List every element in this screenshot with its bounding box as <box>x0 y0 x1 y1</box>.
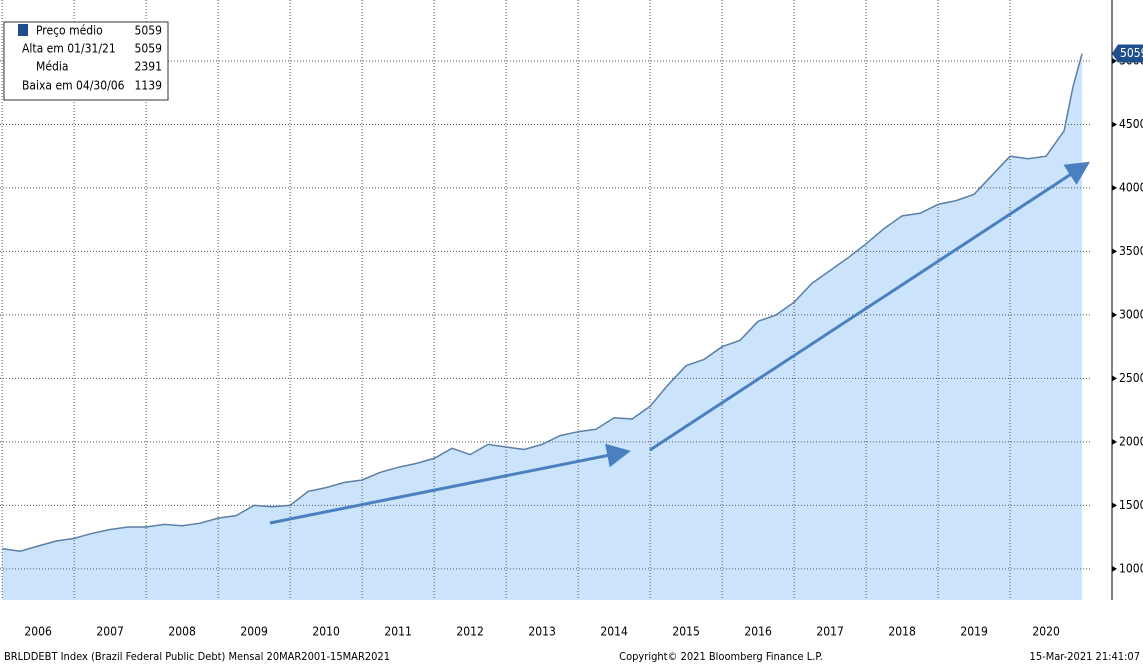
last-value-label: 5059 <box>1120 46 1143 60</box>
y-tick-label: 4500 <box>1119 117 1143 131</box>
y-tick-label: 3000 <box>1119 307 1143 321</box>
legend-value: 5059 <box>135 42 163 56</box>
y-tick-label: 3500 <box>1119 244 1143 258</box>
y-tick-label: 1500 <box>1119 498 1143 512</box>
plot-area: 1000150020002500300035004000450050002006… <box>0 0 1143 639</box>
x-tick-label: 2018 <box>888 625 916 639</box>
legend-swatch <box>18 24 28 36</box>
legend-label: Preço médio <box>36 24 103 38</box>
x-tick-label: 2012 <box>456 625 483 639</box>
last-value-box <box>1112 44 1143 63</box>
trend-arrow <box>649 161 1091 452</box>
legend-value: 1139 <box>135 79 163 93</box>
x-tick-label: 2007 <box>96 625 123 639</box>
y-tick-mark <box>1112 375 1117 382</box>
area-line <box>2 53 1083 552</box>
legend: Preço médio 5059 Alta em 01/31/21 5059 M… <box>3 21 169 101</box>
legend-label: Alta em 01/31/21 <box>22 42 116 56</box>
y-tick-mark <box>1112 438 1117 445</box>
legend-value: 5059 <box>135 24 163 38</box>
y-tick-mark <box>1112 311 1117 318</box>
x-tick-label: 2014 <box>600 625 628 639</box>
x-tick-label: 2019 <box>960 625 988 639</box>
x-tick-label: 2017 <box>816 625 843 639</box>
y-tick-mark <box>1112 57 1117 64</box>
footer-center: Copyright© 2021 Bloomberg Finance L.P. <box>619 650 823 663</box>
x-tick-label: 2009 <box>240 625 268 639</box>
y-tick-mark <box>1112 121 1117 128</box>
y-tick-mark <box>1112 502 1117 509</box>
trend-arrow <box>269 443 631 525</box>
legend-label: Baixa em 04/30/06 <box>22 79 125 93</box>
x-tick-label: 2006 <box>24 625 52 639</box>
y-tick-mark <box>1112 565 1117 572</box>
x-tick-label: 2016 <box>744 625 772 639</box>
legend-box <box>3 21 169 101</box>
legend-value: 2391 <box>135 60 162 74</box>
footer-left: BRLDDEBT Index (Brazil Federal Public De… <box>4 650 390 663</box>
y-tick-label: 2500 <box>1119 371 1143 385</box>
y-tick-label: 1000 <box>1119 561 1143 575</box>
x-tick-label: 2020 <box>1032 625 1060 639</box>
x-tick-label: 2010 <box>312 625 340 639</box>
area-fill <box>2 53 1083 600</box>
y-tick-mark <box>1112 184 1117 191</box>
legend-label: Média <box>36 60 68 74</box>
x-tick-label: 2008 <box>168 625 196 639</box>
x-tick-label: 2011 <box>384 625 411 639</box>
y-tick-label: 4000 <box>1119 180 1143 194</box>
x-tick-label: 2013 <box>528 625 555 639</box>
trend-arrows <box>269 161 1091 525</box>
footer-right: 15-Mar-2021 21:41:07 <box>1030 650 1140 663</box>
x-tick-label: 2015 <box>672 625 699 639</box>
y-tick-label: 2000 <box>1119 434 1143 448</box>
y-tick-mark <box>1112 248 1117 255</box>
